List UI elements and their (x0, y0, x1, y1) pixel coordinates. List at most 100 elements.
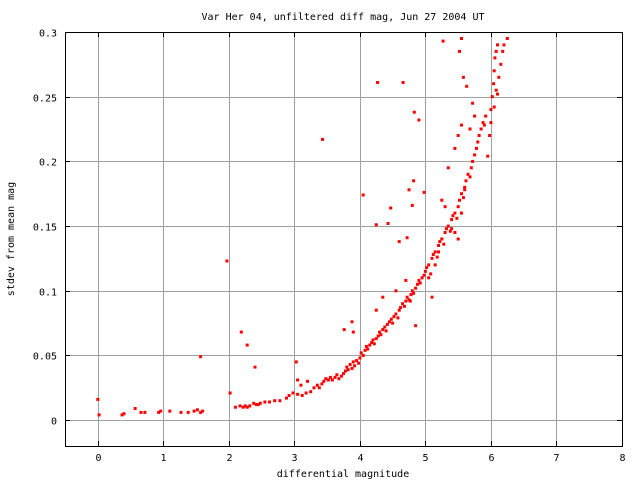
y-tick-label: 0.25 (33, 94, 57, 105)
data-point (376, 81, 380, 84)
data-point (238, 404, 242, 408)
data-point (456, 237, 460, 241)
data-point (320, 382, 324, 386)
data-point (359, 351, 363, 355)
data-point (97, 413, 101, 417)
data-point (342, 328, 346, 332)
y-tick-label: 0 (51, 417, 57, 428)
data-point (435, 255, 439, 259)
y-tick-label: 0.05 (33, 352, 57, 363)
data-point (389, 206, 393, 210)
data-point (471, 101, 475, 105)
data-point (453, 146, 457, 150)
data-point (444, 227, 448, 231)
data-point (423, 269, 427, 273)
data-point (466, 172, 470, 176)
data-point (364, 344, 368, 348)
data-point (412, 291, 416, 295)
data-point (401, 81, 405, 84)
data-point (464, 179, 468, 183)
data-point (405, 236, 409, 240)
data-point (397, 308, 401, 312)
data-point (122, 412, 126, 416)
data-point (433, 250, 437, 254)
data-point (399, 306, 402, 310)
data-point (363, 348, 367, 352)
data-point (350, 366, 354, 370)
data-point (473, 114, 477, 118)
data-point (425, 266, 429, 269)
data-point (368, 343, 372, 347)
data-point (243, 404, 247, 408)
data-point (326, 378, 330, 382)
data-point (420, 276, 424, 280)
data-point (391, 321, 395, 325)
data-point (412, 110, 416, 114)
plot-frame (65, 32, 623, 447)
data-point (407, 188, 411, 192)
data-point (430, 295, 434, 299)
data-point (96, 397, 100, 401)
data-point (471, 159, 475, 163)
data-point (374, 223, 378, 227)
x-tick-label: 5 (422, 453, 428, 464)
data-point (379, 333, 383, 337)
data-point (505, 37, 509, 40)
data-point (418, 281, 422, 285)
data-point (256, 403, 260, 407)
data-point (397, 240, 401, 244)
data-point (412, 179, 416, 183)
data-point (285, 396, 288, 400)
data-point (437, 244, 440, 247)
data-point (342, 372, 345, 376)
data-point (306, 379, 309, 383)
data-point (402, 304, 406, 308)
data-points (96, 37, 509, 417)
data-point (245, 343, 249, 347)
data-point (258, 401, 262, 405)
data-point (443, 231, 447, 234)
data-point (195, 408, 199, 412)
data-point (372, 342, 376, 346)
data-point (468, 127, 472, 131)
data-point (381, 328, 385, 332)
data-point (433, 263, 437, 267)
x-tick-label: 7 (553, 453, 559, 464)
data-point (345, 365, 349, 369)
data-point (410, 203, 414, 207)
data-point (304, 391, 308, 395)
data-point (199, 410, 203, 414)
data-point (430, 256, 434, 260)
data-point (333, 375, 337, 379)
data-point (241, 405, 245, 409)
y-tick-label: 0.2 (39, 158, 57, 169)
data-point (394, 289, 398, 293)
data-point (159, 409, 163, 413)
data-point (315, 383, 319, 387)
data-point (496, 43, 499, 47)
data-point (493, 56, 497, 60)
y-tick-label: 0.1 (39, 288, 57, 299)
data-point (469, 166, 473, 170)
data-point (328, 375, 332, 379)
chart-title: Var Her 04, unfiltered diff mag, Jun 27 … (202, 12, 485, 23)
data-point (427, 263, 431, 267)
data-point (460, 192, 463, 196)
data-point (484, 114, 488, 118)
data-point (278, 399, 282, 403)
data-point (337, 377, 341, 381)
data-point (468, 175, 472, 179)
data-point (371, 338, 375, 342)
data-point (458, 198, 461, 202)
data-point (492, 105, 496, 109)
data-point (473, 153, 477, 157)
data-point (273, 399, 277, 403)
data-point (245, 405, 249, 409)
data-point (496, 92, 499, 96)
data-point (192, 409, 196, 413)
x-tick-label: 3 (291, 453, 297, 464)
data-point (477, 134, 481, 137)
data-point (340, 374, 343, 378)
data-point (346, 368, 350, 372)
